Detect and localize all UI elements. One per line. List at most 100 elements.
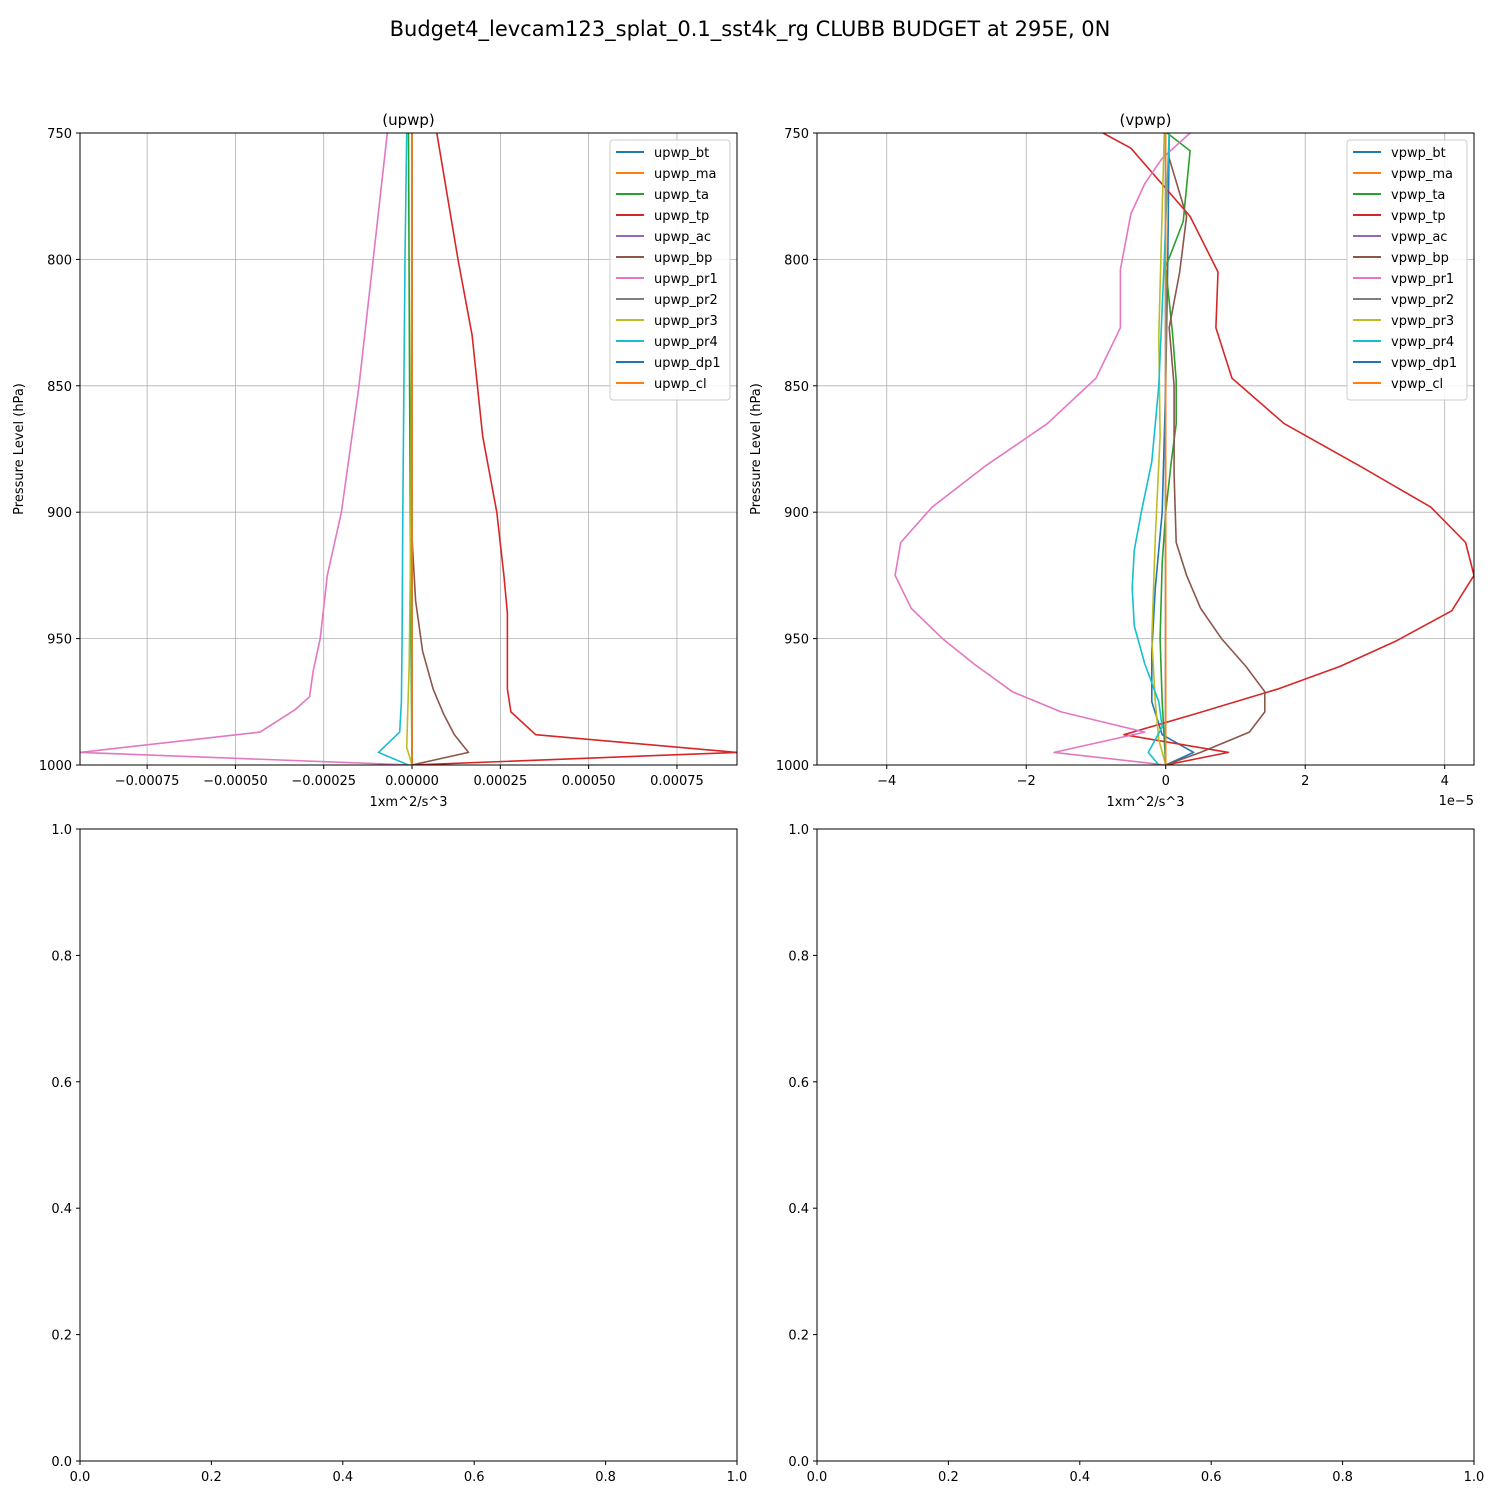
series-line-vpwp_pr1 xyxy=(894,133,1191,765)
y-tick-label: 850 xyxy=(47,380,72,395)
legend-entry: vpwp_ma xyxy=(1391,167,1453,182)
series-line-vpwp_pr3 xyxy=(1151,133,1167,765)
legend-entry: vpwp_bp xyxy=(1391,251,1449,266)
x-axis-label: 1xm^2/s^3 xyxy=(1106,795,1184,810)
legend-entry: vpwp_dp1 xyxy=(1391,356,1457,371)
y-tick-label: 0.8 xyxy=(51,949,72,964)
legend-frame xyxy=(1346,139,1468,401)
legend-entry: vpwp_pr2 xyxy=(1391,293,1454,308)
series-line-vpwp_bp xyxy=(1165,158,1266,765)
subplot-3: 0.0 0.2 0.4 0.6 0.8 1.0 0.0 0.2 0.4 0.6 0.8 1.0 xyxy=(51,823,747,1485)
x-tick-label: 0.2 xyxy=(201,1470,222,1485)
y-axis-label: Pressure Level (hPa) xyxy=(12,383,27,515)
legend-entry: upwp_bp xyxy=(654,251,712,266)
x-tick-label: −2 xyxy=(1017,774,1036,789)
legend-entry: vpwp_pr4 xyxy=(1391,335,1454,350)
x-axis-label: 1xm^2/s^3 xyxy=(369,795,447,810)
y-tick-label: 750 xyxy=(47,127,72,142)
subplot-title: (vpwp) xyxy=(1120,111,1172,129)
x-tick-label: 0.6 xyxy=(464,1470,485,1485)
x-tick-label: 1.0 xyxy=(727,1470,748,1485)
legend-entry: upwp_tp xyxy=(654,209,709,224)
x-tick-label: 0.8 xyxy=(1332,1470,1353,1485)
axes-frame xyxy=(816,132,1475,766)
x-tick-label: 4 xyxy=(1441,774,1449,789)
axes-frame xyxy=(79,828,738,1462)
x-tick-label: 0.0 xyxy=(70,1470,91,1485)
legend-entry: upwp_pr1 xyxy=(654,272,718,287)
y-tick-label: 1000 xyxy=(39,759,72,774)
y-tick-label: 0.0 xyxy=(788,1455,809,1470)
y-axis-label: Pressure Level (hPa) xyxy=(749,383,764,515)
y-tick-label: 950 xyxy=(784,633,809,648)
y-tick-label: 900 xyxy=(47,506,72,521)
legend: vpwp_bt vpwp_ma vpwp_ta vpwp_tp vpwp_ac vpwp_… xyxy=(1346,139,1468,401)
figure-suptitle: Budget4_levcam123_splat_0.1_sst4k_rg CLU… xyxy=(390,17,1111,42)
series-line-upwp_pr4 xyxy=(377,133,409,765)
series-line-upwp_tp xyxy=(411,133,737,765)
x-tick-label: 0.2 xyxy=(938,1470,959,1485)
axes-frame xyxy=(816,828,1475,1462)
legend-entry: upwp_ac xyxy=(654,230,711,245)
y-tick-label: 1.0 xyxy=(788,823,809,838)
x-tick-label: 0.8 xyxy=(595,1470,616,1485)
subplot-4: 0.0 0.2 0.4 0.6 0.8 1.0 0.0 0.2 0.4 0.6 0.8 1.0 xyxy=(788,823,1484,1485)
x-tick-label: −0.00025 xyxy=(291,774,356,789)
subplot-title: (upwp) xyxy=(382,111,435,129)
y-tick-label: 800 xyxy=(47,253,72,268)
y-tick-label: 0.0 xyxy=(51,1455,72,1470)
series-line-vpwp_tp xyxy=(1102,133,1474,765)
y-tick-label: 850 xyxy=(784,380,809,395)
y-tick-label: 0.2 xyxy=(788,1329,809,1344)
y-tick-label: 900 xyxy=(784,506,809,521)
series-line-upwp_pr1 xyxy=(80,133,413,765)
series-line-vpwp_pr4 xyxy=(1131,133,1170,765)
x-tick-label: 0.00075 xyxy=(650,774,704,789)
x-tick-label: −0.00050 xyxy=(203,774,268,789)
y-tick-label: 800 xyxy=(784,253,809,268)
y-tick-label: 750 xyxy=(784,127,809,142)
series-line-upwp_bp xyxy=(411,133,470,765)
legend-entry: upwp_bt xyxy=(654,146,709,161)
series-line-vpwp_ta xyxy=(1159,133,1191,765)
legend-entry: upwp_cl xyxy=(654,377,707,392)
x-tick-label: 0.00025 xyxy=(473,774,527,789)
legend-entry: upwp_dp1 xyxy=(654,356,721,371)
legend-entry: upwp_ma xyxy=(654,167,717,182)
x-tick-label: 2 xyxy=(1301,774,1309,789)
x-tick-label: 0.00000 xyxy=(385,774,439,789)
y-tick-label: 0.4 xyxy=(51,1202,72,1217)
x-tick-label: 0.4 xyxy=(1069,1470,1090,1485)
y-tick-label: 0.4 xyxy=(788,1202,809,1217)
legend-frame xyxy=(609,139,731,401)
y-tick-label: 0.6 xyxy=(51,1076,72,1091)
x-tick-label: 0.00050 xyxy=(562,774,616,789)
subplot-1: −0.00075 −0.00050 −0.00025 0.00000 0.00025 0.… xyxy=(12,111,738,810)
legend-entry: vpwp_tp xyxy=(1391,209,1446,224)
legend-entry: vpwp_ac xyxy=(1391,230,1447,245)
legend-entry: upwp_ta xyxy=(654,188,709,203)
x-tick-label: 0 xyxy=(1162,774,1170,789)
y-tick-label: 950 xyxy=(47,633,72,648)
x-tick-label: 1.0 xyxy=(1464,1470,1485,1485)
legend-entry: upwp_pr2 xyxy=(654,293,718,308)
legend-entry: vpwp_ta xyxy=(1391,188,1445,203)
x-offset-label: 1e−5 xyxy=(1439,794,1474,809)
legend-entry: upwp_pr3 xyxy=(654,314,718,329)
legend-entry: vpwp_pr1 xyxy=(1391,272,1454,287)
y-tick-label: 0.6 xyxy=(788,1076,809,1091)
x-tick-label: −0.00075 xyxy=(115,774,180,789)
x-tick-label: 0.6 xyxy=(1201,1470,1222,1485)
legend-entry: upwp_pr4 xyxy=(654,335,718,350)
legend-entry: vpwp_bt xyxy=(1391,146,1446,161)
legend: upwp_bt upwp_ma upwp_ta upwp_tp upwp_ac upwp_… xyxy=(609,139,731,401)
subplot-2: −4 −2 0 2 4 750 800 850 900 950 1000 (vpwp) 1xm^2/s^… xyxy=(749,111,1475,810)
legend-entry: vpwp_pr3 xyxy=(1391,314,1454,329)
x-tick-label: 0.4 xyxy=(332,1470,353,1485)
legend-entry: vpwp_cl xyxy=(1391,377,1443,392)
y-tick-label: 1000 xyxy=(776,759,809,774)
y-tick-label: 0.8 xyxy=(788,949,809,964)
y-tick-label: 1.0 xyxy=(51,823,72,838)
axes-frame xyxy=(79,132,738,766)
